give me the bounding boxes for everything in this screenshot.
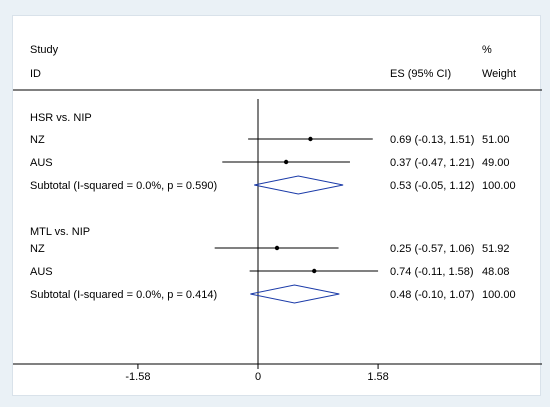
- x-tick-label: 1.58: [367, 371, 388, 383]
- subtotal-label: Subtotal (I-squared = 0.0%, p = 0.414): [30, 289, 217, 301]
- weight-value: 51.00: [482, 134, 510, 146]
- effect-point: [312, 268, 317, 274]
- effect-point: [308, 136, 313, 142]
- subtotal-weight-value: 100.00: [482, 180, 516, 192]
- header-es: ES (95% CI): [390, 68, 451, 80]
- x-tick-label: -1.58: [125, 371, 150, 383]
- weight-value: 51.92: [482, 243, 510, 255]
- study-label: NZ: [30, 243, 45, 255]
- header-percent: %: [482, 44, 492, 56]
- header-weight: Weight: [482, 68, 516, 80]
- es-ci-text: 0.74 (-0.11, 1.58): [390, 266, 474, 278]
- group-label: MTL vs. NIP: [30, 226, 90, 238]
- study-label: NZ: [30, 134, 45, 146]
- es-ci-text: 0.69 (-0.13, 1.51): [390, 134, 474, 146]
- x-tick-label: 0: [255, 371, 261, 383]
- subtotal-es-ci-text: 0.48 (-0.10, 1.07): [390, 289, 474, 301]
- weight-value: 49.00: [482, 157, 510, 169]
- group-label: HSR vs. NIP: [30, 112, 92, 124]
- subtotal-weight-value: 100.00: [482, 289, 516, 301]
- study-label: AUS: [30, 266, 53, 278]
- subtotal-es-ci-text: 0.53 (-0.05, 1.12): [390, 180, 474, 192]
- effect-point: [283, 159, 289, 165]
- forest-plot: Study ID ES (95% CI) % Weight -1.58 0 1.58…: [13, 44, 542, 383]
- subtotal-diamond: [250, 284, 340, 304]
- header-study: Study: [30, 44, 59, 56]
- es-ci-text: 0.37 (-0.47, 1.21): [390, 157, 474, 169]
- es-ci-text: 0.25 (-0.57, 1.06): [390, 243, 474, 255]
- subtotal-label: Subtotal (I-squared = 0.0%, p = 0.590): [30, 180, 217, 192]
- study-label: AUS: [30, 157, 53, 169]
- header-id: ID: [30, 68, 41, 80]
- weight-value: 48.08: [482, 266, 510, 278]
- effect-point: [274, 245, 280, 251]
- subtotal-diamond: [254, 175, 344, 195]
- forest-plot-frame: Study ID ES (95% CI) % Weight -1.58 0 1.58…: [12, 15, 542, 396]
